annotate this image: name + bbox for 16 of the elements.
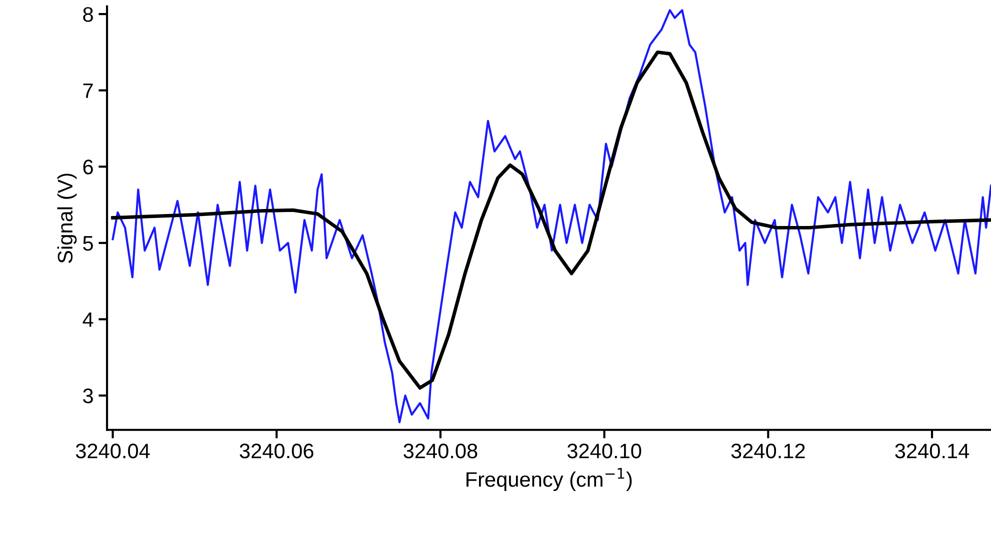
x-tick-label: 3240.14 [895, 444, 970, 458]
x-tick-label: 3240.04 [76, 444, 150, 458]
y-tick-label: 3 [83, 388, 93, 404]
x-axis-title: Frequency (cm$^{−1}$) [466, 468, 632, 491]
y-axis-title: Signal (V) [57, 174, 77, 263]
line-series [111, 50, 991, 390]
y-tick-label: 6 [83, 160, 93, 174]
y-tick-label: 5 [83, 236, 93, 251]
x-tick-label: 3240.10 [567, 444, 642, 458]
y-tick-label: 7 [83, 84, 93, 98]
line-series [112, 9, 991, 424]
y-tick-label: 4 [82, 312, 94, 327]
y-tick-label: 8 [83, 7, 93, 22]
x-tick-label: 3240.12 [731, 444, 805, 458]
x-tick-label: 3240.08 [404, 444, 478, 458]
x-tick-label: 3240.06 [240, 444, 314, 458]
